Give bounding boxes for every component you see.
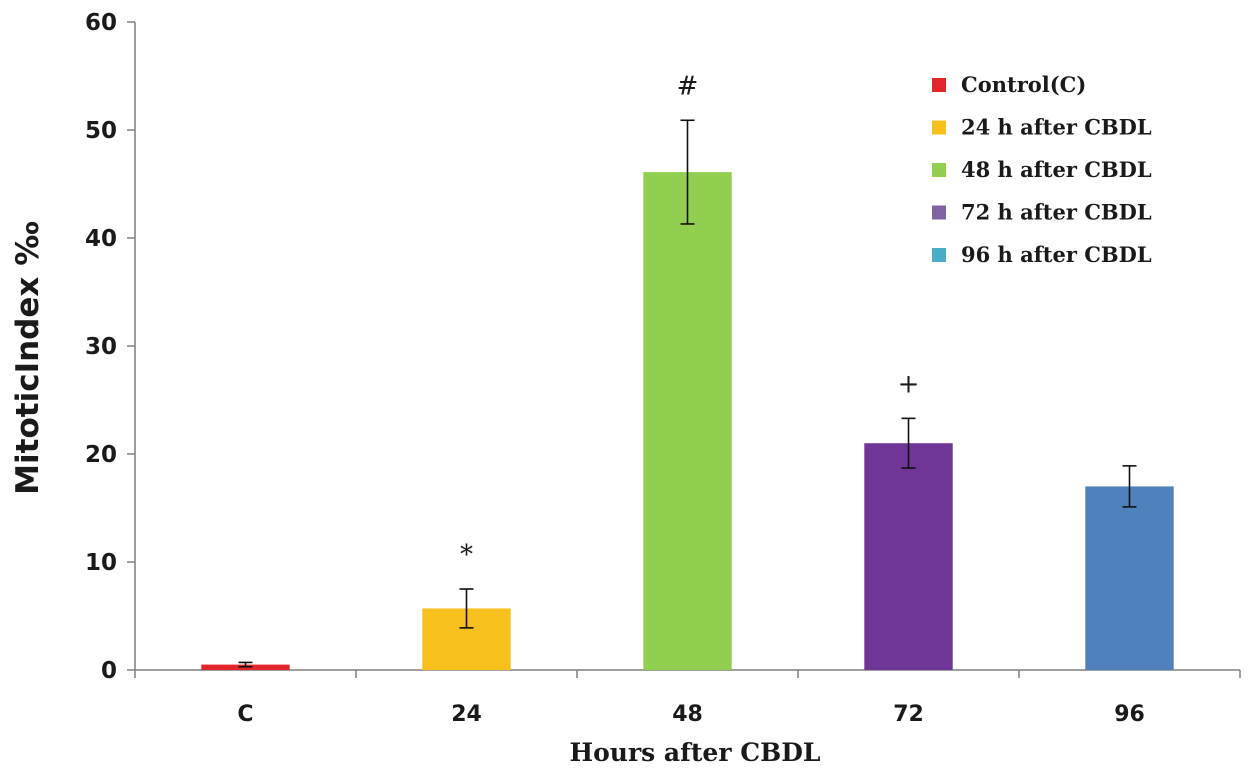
- bar-72: [864, 443, 953, 670]
- x-axis-title: Hours after CBDL: [570, 738, 821, 767]
- bar-96: [1085, 486, 1174, 670]
- y-axis-title: MitoticIndex ‰: [10, 221, 46, 495]
- significance-marker: #: [677, 71, 699, 101]
- y-tick-label: 60: [85, 10, 117, 36]
- error-bar-24: [459, 588, 474, 629]
- x-tick-label: 24: [451, 702, 482, 727]
- error-bar-48: [680, 119, 695, 225]
- legend-label: 24 h after CBDL: [961, 115, 1152, 140]
- error-bar-C: [238, 661, 253, 668]
- y-axis: 0 10 20 30 40 50 60: [85, 10, 136, 684]
- legend: Control(C) 24 h after CBDL 48 h after CBDL…: [932, 72, 1152, 267]
- y-tick-label: 20: [85, 442, 117, 468]
- x-tick-label: C: [237, 702, 253, 727]
- legend-item: 24 h after CBDL: [932, 115, 1152, 140]
- legend-label: 72 h after CBDL: [961, 200, 1152, 225]
- legend-item: Control(C): [932, 72, 1086, 97]
- y-tick-label: 50: [85, 118, 117, 144]
- bar-48: [643, 172, 732, 670]
- legend-item: 48 h after CBDL: [932, 157, 1152, 182]
- y-tick-label: 0: [101, 658, 117, 684]
- legend-swatch: [932, 248, 946, 262]
- x-tick-label: 96: [1114, 702, 1145, 727]
- legend-item: 72 h after CBDL: [932, 200, 1152, 225]
- x-tick-label: 48: [672, 702, 703, 727]
- legend-item: 96 h after CBDL: [932, 242, 1152, 267]
- legend-swatch: [932, 163, 946, 177]
- legend-swatch: [932, 120, 946, 135]
- legend-swatch: [932, 78, 946, 92]
- legend-label: Control(C): [961, 72, 1086, 97]
- legend-label: 96 h after CBDL: [961, 242, 1152, 267]
- error-bar-72: [901, 417, 916, 469]
- y-tick-label: 30: [85, 334, 117, 360]
- significance-markers: * # +: [460, 71, 919, 570]
- legend-label: 48 h after CBDL: [961, 157, 1152, 182]
- bars: [201, 172, 1174, 670]
- x-axis: C 24 48 72 96: [134, 669, 1241, 727]
- x-tick-label: 72: [893, 702, 924, 727]
- significance-marker: *: [460, 540, 473, 570]
- y-tick-label: 40: [85, 226, 117, 252]
- significance-marker: +: [898, 369, 920, 399]
- legend-swatch: [932, 205, 946, 220]
- y-tick-label: 10: [85, 550, 117, 576]
- error-bar-96: [1122, 465, 1137, 508]
- error-bars: [238, 119, 1137, 668]
